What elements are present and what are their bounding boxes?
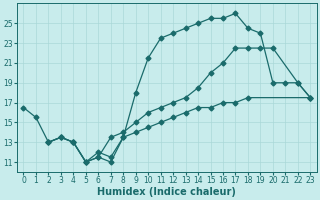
X-axis label: Humidex (Indice chaleur): Humidex (Indice chaleur) xyxy=(98,187,236,197)
